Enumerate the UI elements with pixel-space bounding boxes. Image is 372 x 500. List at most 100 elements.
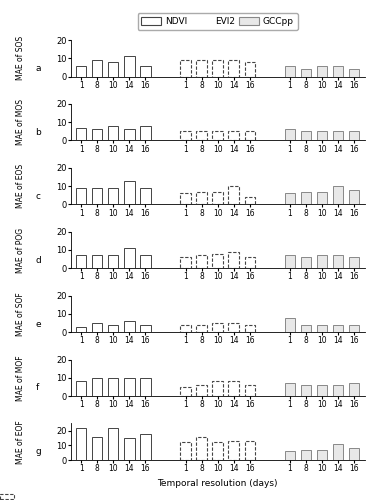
Text: e: e — [35, 320, 41, 328]
Bar — [228, 60, 239, 76]
Bar — [349, 132, 359, 140]
Bar — [196, 256, 207, 268]
Bar — [244, 325, 255, 332]
Bar — [212, 254, 223, 268]
Bar — [285, 256, 295, 268]
Bar — [349, 190, 359, 204]
Bar — [285, 194, 295, 204]
Bar — [212, 323, 223, 332]
Bar — [244, 385, 255, 396]
Bar — [317, 132, 327, 140]
Bar — [301, 69, 311, 76]
Bar — [244, 258, 255, 268]
Bar — [301, 192, 311, 204]
Bar — [301, 325, 311, 332]
Bar — [228, 186, 239, 204]
Bar — [124, 248, 135, 268]
Bar — [349, 69, 359, 76]
Bar — [108, 126, 118, 140]
Bar — [76, 326, 86, 332]
Bar — [333, 132, 343, 140]
Bar — [285, 318, 295, 332]
Bar — [180, 325, 191, 332]
Bar — [108, 62, 118, 76]
Text: b: b — [35, 128, 41, 137]
Bar — [228, 252, 239, 268]
Bar — [180, 387, 191, 396]
Bar — [333, 66, 343, 76]
Y-axis label: MAE of MOS: MAE of MOS — [16, 99, 25, 145]
Bar — [76, 382, 86, 396]
Bar — [140, 188, 151, 204]
Bar — [285, 130, 295, 140]
Bar — [180, 442, 191, 460]
Bar — [140, 378, 151, 396]
Bar — [349, 448, 359, 460]
Y-axis label: MAE of SOS: MAE of SOS — [16, 36, 25, 80]
Legend: NDVI, EVI2, GCCpp: NDVI, EVI2, GCCpp — [138, 14, 298, 30]
Bar — [228, 441, 239, 460]
Bar — [196, 385, 207, 396]
Bar — [108, 325, 118, 332]
Bar — [317, 385, 327, 396]
Bar — [108, 256, 118, 268]
Text: a: a — [35, 64, 41, 73]
Bar — [333, 186, 343, 204]
Bar — [140, 66, 151, 76]
Bar — [349, 384, 359, 396]
Bar — [76, 256, 86, 268]
Bar — [349, 258, 359, 268]
Bar — [196, 132, 207, 140]
Bar — [196, 325, 207, 332]
Bar — [92, 256, 102, 268]
Bar — [124, 438, 135, 460]
Bar — [140, 434, 151, 460]
Y-axis label: MAE of POG: MAE of POG — [16, 228, 25, 272]
Bar — [317, 450, 327, 460]
Text: d: d — [35, 256, 41, 264]
Bar — [140, 325, 151, 332]
Bar — [180, 132, 191, 140]
Bar — [180, 258, 191, 268]
Bar — [140, 256, 151, 268]
Bar — [180, 194, 191, 204]
Bar — [196, 192, 207, 204]
Bar — [349, 325, 359, 332]
Y-axis label: MAE of SOF: MAE of SOF — [16, 292, 25, 336]
Bar — [212, 192, 223, 204]
Bar — [92, 378, 102, 396]
Bar — [244, 62, 255, 76]
Bar — [92, 60, 102, 76]
X-axis label: Temporal resolution (days): Temporal resolution (days) — [157, 478, 278, 488]
Bar — [124, 378, 135, 396]
Bar — [92, 323, 102, 332]
Bar — [180, 60, 191, 76]
Bar — [92, 188, 102, 204]
Bar — [228, 323, 239, 332]
Bar — [333, 325, 343, 332]
Bar — [244, 132, 255, 140]
Bar — [212, 442, 223, 460]
Bar — [124, 56, 135, 76]
Bar — [124, 180, 135, 204]
Y-axis label: MAE of MOF: MAE of MOF — [16, 355, 25, 401]
Bar — [108, 188, 118, 204]
Bar — [76, 128, 86, 140]
Bar — [333, 256, 343, 268]
Bar — [108, 428, 118, 460]
Y-axis label: MAE of EOS: MAE of EOS — [16, 164, 25, 208]
Bar — [140, 126, 151, 140]
Bar — [212, 382, 223, 396]
Bar — [285, 384, 295, 396]
Bar — [333, 444, 343, 460]
Bar — [124, 321, 135, 332]
Bar — [333, 385, 343, 396]
Bar — [244, 441, 255, 460]
Bar — [196, 60, 207, 76]
Bar — [244, 197, 255, 204]
Bar — [301, 450, 311, 460]
Bar — [76, 428, 86, 460]
Bar — [92, 130, 102, 140]
Bar — [76, 66, 86, 76]
Bar — [301, 132, 311, 140]
